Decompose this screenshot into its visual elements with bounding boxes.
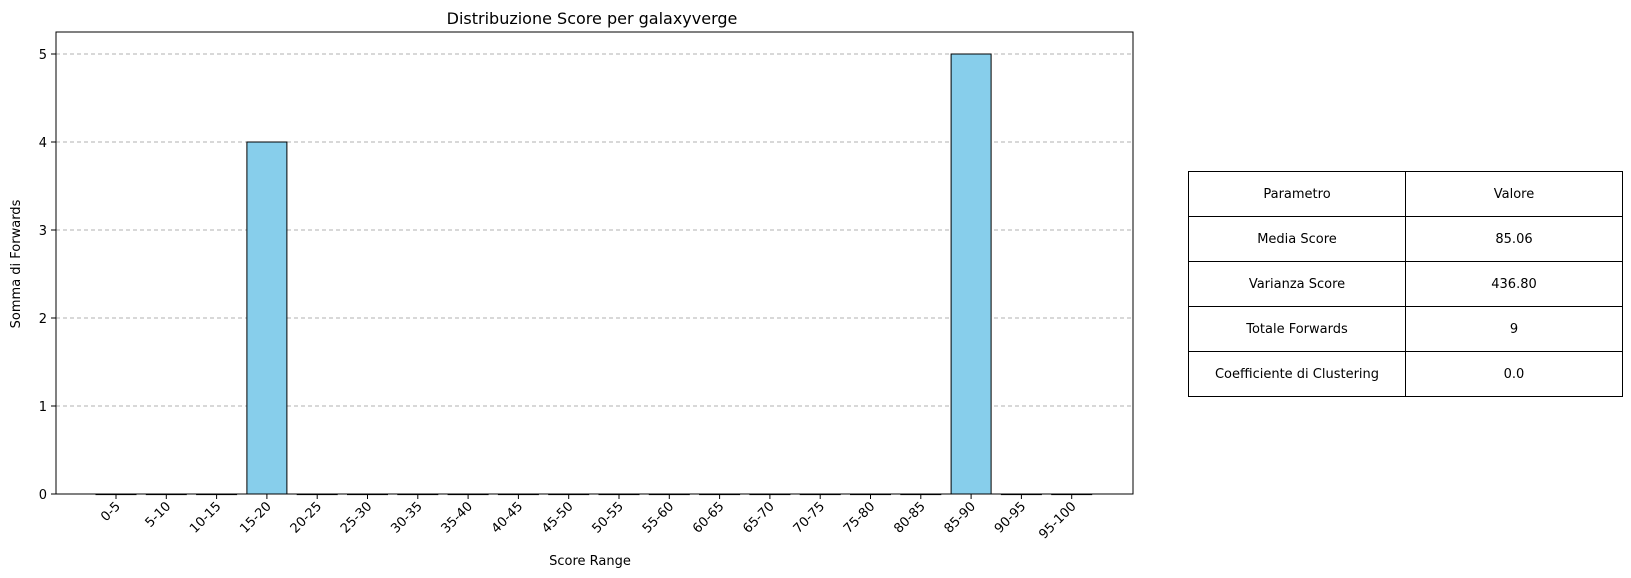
x-tick-label: 40-45 bbox=[489, 499, 526, 536]
x-tick-label: 30-35 bbox=[388, 499, 425, 536]
y-axis: 0 1 2 3 4 5 bbox=[39, 48, 56, 503]
x-axis: 0-5 5-10 10-15 15-20 20-25 25-30 30-35 35-40 40-… bbox=[98, 494, 1080, 542]
x-tick-label: 55-60 bbox=[640, 499, 677, 536]
bar-85-90 bbox=[950, 53, 992, 495]
x-tick-label: 0-5 bbox=[98, 499, 124, 525]
x-tick-label: 5-10 bbox=[143, 499, 174, 530]
x-tick-label: 15-20 bbox=[237, 499, 274, 536]
bars bbox=[95, 53, 1093, 496]
x-tick-label: 35-40 bbox=[439, 499, 476, 536]
y-tick-label: 3 bbox=[39, 224, 47, 239]
table-cell-parameter: Varianza Score bbox=[1188, 261, 1406, 307]
x-tick-label: 70-75 bbox=[791, 499, 828, 536]
x-tick-label: 65-70 bbox=[740, 499, 777, 536]
chart-title: Distribuzione Score per galaxyverge bbox=[447, 9, 738, 28]
table-cell-parameter: Coefficiente di Clustering bbox=[1188, 351, 1406, 397]
x-tick-label: 60-65 bbox=[690, 499, 727, 536]
bar-15-20 bbox=[246, 141, 288, 495]
y-tick-label: 2 bbox=[39, 312, 47, 327]
x-tick-label: 75-80 bbox=[841, 499, 878, 536]
table-header-row: Parametro Valore bbox=[1188, 171, 1623, 217]
x-tick-label: 50-55 bbox=[590, 499, 627, 536]
stats-table: Parametro Valore Media Score 85.06 Varia… bbox=[1188, 171, 1623, 397]
y-tick-label: 0 bbox=[39, 488, 47, 503]
table-cell-value: 0.0 bbox=[1405, 351, 1623, 397]
x-tick-label: 45-50 bbox=[539, 499, 576, 536]
x-tick-label: 25-30 bbox=[338, 499, 375, 536]
table-row: Totale Forwards 9 bbox=[1188, 306, 1623, 352]
table-row: Coefficiente di Clustering 0.0 bbox=[1188, 351, 1623, 397]
table-cell-parameter: Media Score bbox=[1188, 216, 1406, 262]
x-tick-label: 10-15 bbox=[187, 499, 224, 536]
table-cell-value: 436.80 bbox=[1405, 261, 1623, 307]
table-cell-parameter: Totale Forwards bbox=[1188, 306, 1406, 352]
y-axis-title: Somma di Forwards bbox=[9, 199, 24, 328]
x-axis-title: Score Range bbox=[549, 554, 631, 569]
y-tick-label: 4 bbox=[39, 136, 47, 151]
plot-frame bbox=[55, 31, 1134, 495]
x-tick-label: 95-100 bbox=[1036, 499, 1079, 542]
x-tick-label: 20-25 bbox=[288, 499, 325, 536]
table-row: Varianza Score 436.80 bbox=[1188, 261, 1623, 307]
table-row: Media Score 85.06 bbox=[1188, 216, 1623, 262]
bar-chart: Distribuzione Score per galaxyverge 0 1 2 3… bbox=[9, 9, 1134, 569]
y-tick-label: 1 bbox=[39, 400, 47, 415]
table-cell-value: 85.06 bbox=[1405, 216, 1623, 262]
table-header-cell: Parametro bbox=[1188, 171, 1406, 217]
x-tick-label: 90-95 bbox=[992, 499, 1029, 536]
x-tick-label: 85-90 bbox=[942, 499, 979, 536]
table-cell-value: 9 bbox=[1405, 306, 1623, 352]
table-header-cell: Valore bbox=[1405, 171, 1623, 217]
x-tick-label: 80-85 bbox=[891, 499, 928, 536]
y-tick-label: 5 bbox=[39, 48, 47, 63]
